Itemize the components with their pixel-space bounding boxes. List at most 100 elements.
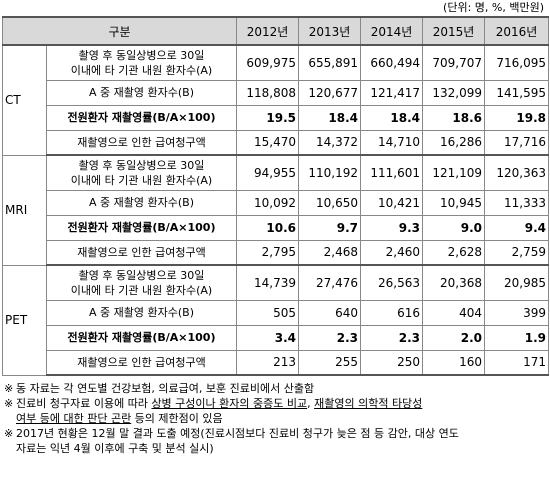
cell-value: 15,470 — [236, 129, 299, 156]
cell-value: 10,650 — [298, 189, 361, 216]
cell-value: 250 — [360, 349, 423, 376]
table-row: A 중 재촬영 환자수(B) 10,092 10,650 10,421 10,9… — [3, 189, 549, 216]
group-label-pet: PET — [2, 264, 47, 376]
header-year: 2015년 — [422, 16, 485, 46]
group-label-mri: MRI — [2, 154, 47, 266]
row-label: 촬영 후 동일상병으로 30일 이내에 타 기관 내원 환자수(A) — [46, 154, 237, 191]
row-label: A 중 재촬영 환자수(B) — [46, 79, 237, 106]
row-label: A 중 재촬영 환자수(B) — [46, 189, 237, 216]
footnote-text: 2017년 현황은 12월 말 결과 도출 예정(진료시점보다 진료비 청구가 … — [16, 427, 459, 440]
table-row: A 중 재촬영 환자수(B) 118,808 120,677 121,417 1… — [3, 79, 549, 106]
cell-value: 14,372 — [298, 129, 361, 156]
table-row: 전원환자 재촬영률(B/A×100) 3.4 2.3 2.3 2.0 1.9 — [3, 324, 549, 351]
cell-value: 26,563 — [360, 264, 423, 301]
header-category: 구분 — [2, 16, 237, 46]
cell-value: 17,716 — [484, 129, 549, 156]
row-label: 전원환자 재촬영률(B/A×100) — [46, 324, 237, 351]
row-label: A 중 재촬영 환자수(B) — [46, 299, 237, 326]
cell-value: 255 — [298, 349, 361, 376]
cell-value: 2,628 — [422, 239, 485, 266]
row-label: 촬영 후 동일상병으로 30일 이내에 타 기관 내원 환자수(A) — [46, 44, 237, 81]
cell-value: 709,707 — [422, 44, 485, 81]
cell-value: 141,595 — [484, 79, 549, 106]
cell-value: 404 — [422, 299, 485, 326]
footnotes: ※ 동 자료는 각 연도별 건강보험, 의료급여, 보훈 진료비에서 산출함 ※… — [4, 381, 548, 456]
cell-value: 10,092 — [236, 189, 299, 216]
cell-value: 20,985 — [484, 264, 549, 301]
footnote-2: ※ 진료비 청구자료 이용에 따라 상병 구성이나 환자의 중증도 비교, 재촬… — [4, 396, 548, 411]
cell-value: 121,417 — [360, 79, 423, 106]
table-row: 전원환자 재촬영률(B/A×100) 10.6 9.7 9.3 9.0 9.4 — [3, 214, 549, 241]
footnote-2-cont: 여부 등에 대한 판단 곤란 등의 제한점이 있음 — [4, 411, 548, 426]
retake-statistics-table: 구분 2012년 2013년 2014년 2015년 2016년 CT 촬영 후… — [2, 16, 549, 376]
cell-value: 120,677 — [298, 79, 361, 106]
cell-value: 616 — [360, 299, 423, 326]
header-year: 2016년 — [484, 16, 549, 46]
row-label: 전원환자 재촬영률(B/A×100) — [46, 104, 237, 131]
footnote-3: ※ 2017년 현황은 12월 말 결과 도출 예정(진료시점보다 진료비 청구… — [4, 426, 548, 441]
cell-value: 171 — [484, 349, 549, 376]
footnote-text: 자료는 익년 4월 이후에 구축 및 분석 실시) — [16, 442, 214, 455]
cell-value: 9.0 — [422, 214, 485, 241]
cell-value: 2.3 — [298, 324, 361, 351]
group-label-ct: CT — [2, 44, 47, 156]
cell-value: 10,945 — [422, 189, 485, 216]
row-label: 촬영 후 동일상병으로 30일 이내에 타 기관 내원 환자수(A) — [46, 264, 237, 301]
table-row: 재촬영으로 인한 급여청구액 15,470 14,372 14,710 16,2… — [3, 129, 549, 156]
table-row: MRI 촬영 후 동일상병으로 30일 이내에 타 기관 내원 환자수(A) 94… — [2, 154, 549, 266]
cell-value: 2,460 — [360, 239, 423, 266]
row-label: 재촬영으로 인한 급여청구액 — [46, 239, 237, 266]
cell-value: 399 — [484, 299, 549, 326]
cell-value: 9.3 — [360, 214, 423, 241]
cell-value: 2,795 — [236, 239, 299, 266]
table-row: 재촬영으로 인한 급여청구액 213 255 250 160 171 — [3, 349, 549, 376]
cell-value: 120,363 — [484, 154, 549, 191]
footnote-3-cont: 자료는 익년 4월 이후에 구축 및 분석 실시) — [4, 441, 548, 456]
table-row: CT 촬영 후 동일상병으로 30일 이내에 타 기관 내원 환자수(A) 609… — [2, 44, 549, 156]
table-row: A 중 재촬영 환자수(B) 505 640 616 404 399 — [3, 299, 549, 326]
cell-value: 213 — [236, 349, 299, 376]
table-row: PET 촬영 후 동일상병으로 30일 이내에 타 기관 내원 환자수(A) 14… — [2, 264, 549, 376]
row-label: 전원환자 재촬영률(B/A×100) — [46, 214, 237, 241]
cell-value: 2,759 — [484, 239, 549, 266]
row-label: 재촬영으로 인한 급여청구액 — [46, 349, 237, 376]
cell-value: 660,494 — [360, 44, 423, 81]
cell-value: 118,808 — [236, 79, 299, 106]
cell-value: 3.4 — [236, 324, 299, 351]
header-year: 2014년 — [360, 16, 423, 46]
cell-value: 2.0 — [422, 324, 485, 351]
cell-value: 1.9 — [484, 324, 549, 351]
note-mark: ※ — [4, 397, 14, 410]
cell-value: 110,192 — [298, 154, 361, 191]
cell-value: 11,333 — [484, 189, 549, 216]
cell-value: 10,421 — [360, 189, 423, 216]
cell-value: 18.4 — [298, 104, 361, 131]
cell-value: 9.7 — [298, 214, 361, 241]
header-row: 구분 2012년 2013년 2014년 2015년 2016년 — [2, 16, 549, 46]
footnote-1: ※ 동 자료는 각 연도별 건강보험, 의료급여, 보훈 진료비에서 산출함 — [4, 381, 548, 396]
cell-value: 9.4 — [484, 214, 549, 241]
cell-value: 111,601 — [360, 154, 423, 191]
header-year: 2012년 — [236, 16, 299, 46]
cell-value: 18.4 — [360, 104, 423, 131]
cell-value: 609,975 — [236, 44, 299, 81]
cell-value: 132,099 — [422, 79, 485, 106]
cell-value: 19.5 — [236, 104, 299, 131]
cell-value: 716,095 — [484, 44, 549, 81]
cell-value: 121,109 — [422, 154, 485, 191]
unit-note: (단위: 명, %, 백만원) — [443, 1, 544, 14]
note-mark: ※ — [4, 382, 14, 395]
cell-value: 655,891 — [298, 44, 361, 81]
cell-value: 16,286 — [422, 129, 485, 156]
table-row: 전원환자 재촬영률(B/A×100) 19.5 18.4 18.4 18.6 1… — [3, 104, 549, 131]
note-mark: ※ — [4, 427, 14, 440]
cell-value: 94,955 — [236, 154, 299, 191]
table-row: 재촬영으로 인한 급여청구액 2,795 2,468 2,460 2,628 2… — [3, 239, 549, 266]
cell-value: 27,476 — [298, 264, 361, 301]
footnote-text: 여부 등에 대한 판단 곤란 등의 제한점이 있음 — [16, 412, 223, 425]
cell-value: 2.3 — [360, 324, 423, 351]
header-year: 2013년 — [298, 16, 361, 46]
cell-value: 2,468 — [298, 239, 361, 266]
cell-value: 160 — [422, 349, 485, 376]
